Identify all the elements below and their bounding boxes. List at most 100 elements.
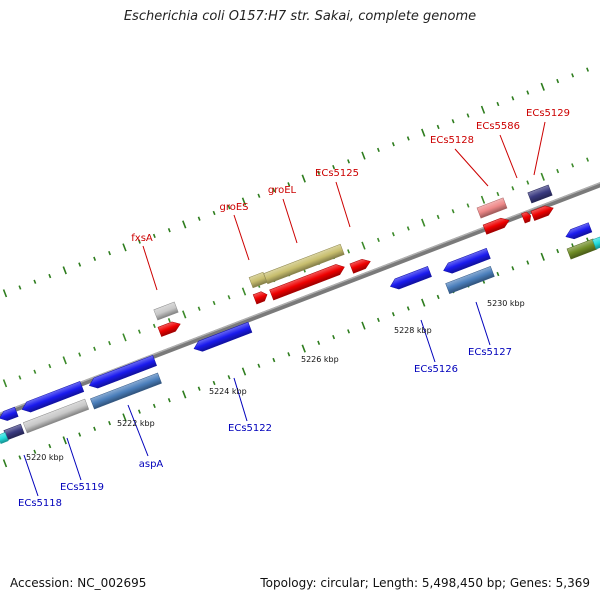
gene-ECs5125-arrow [349,258,371,274]
tick-mark [18,375,22,380]
tick-mark [556,168,560,174]
label-ECs5122: ECs5122 [228,423,272,434]
tick-mark [2,289,8,298]
gene-edge-cyan-box [0,432,9,444]
tick-mark [540,82,545,91]
tick-mark [361,151,366,160]
label-groEL: groEL [268,185,297,196]
tick-mark [347,329,351,334]
tick-mark [167,398,171,403]
tick-mark [257,363,261,368]
tick-mark [93,426,97,431]
tick-mark [227,205,231,210]
tick-mark [347,159,351,164]
tick-mark [556,78,560,84]
gene-edge-right-cyan [592,236,600,250]
gene-ECs5586-arrow [521,211,532,224]
tick-mark [212,380,216,386]
tick-mark [436,214,440,220]
tick-mark [496,191,500,197]
label-ECs5126: ECs5126 [414,364,458,375]
tick-mark [301,174,306,183]
label-ECs5128: ECs5128 [430,135,474,146]
tick-mark [451,119,455,124]
gene-fxsA-box [153,301,179,321]
label-ECs5119-leader-line [66,437,82,481]
tick-label: 5224 kbp [209,387,247,396]
label-groEL-leader-line [282,198,298,244]
label-fxsA: fxsA [131,233,153,244]
tick-label: 5230 kbp [487,299,525,308]
label-ECs5586-leader-line [499,134,518,179]
tick-mark [227,375,231,380]
tick-mark [108,420,112,426]
tick-mark [287,352,291,357]
tick-mark [436,294,440,300]
tick-mark [93,256,97,261]
tick-mark [496,101,500,107]
tick-mark [78,432,82,437]
gene-ECs5127-arrow [443,247,491,274]
label-ECs5119: ECs5119 [60,482,104,493]
tick-mark [496,271,500,277]
accession-text: Accession: NC_002695 [10,576,147,590]
tick-mark [257,193,261,198]
tick-mark [571,73,575,78]
tick-mark [241,367,247,376]
tick-mark [526,90,530,95]
gene-ECs5119-box [22,398,90,434]
label-ECs5128-leader-line [454,148,489,187]
tick-mark [137,239,141,244]
tick-mark [62,356,67,365]
gene-fxsA-arrow [157,321,181,337]
label-ECs5127: ECs5127 [468,347,512,358]
tick-mark [406,306,410,311]
gene-groES-arrow [252,291,268,305]
tick-mark [480,105,486,114]
tick-label: 5226 kbp [301,355,339,364]
tick-mark [182,220,187,229]
tick-mark [33,279,37,284]
tick-mark [436,124,440,130]
tick-mark [451,209,455,214]
gene-ECs5127-box [445,265,495,295]
gene-ECs5129-box [527,184,553,204]
gene-ECs5119-arrow [21,381,85,413]
tick-mark [122,333,127,342]
tick-mark [62,266,67,275]
tick-mark [571,163,575,168]
tick-mark [48,443,52,449]
tick-mark [376,147,380,153]
label-ECs5126-leader-line [420,319,436,363]
tick-mark [18,455,22,460]
tick-mark [197,216,201,221]
tick-mark [361,321,366,330]
gene-ECs5129-arrow [530,205,554,221]
tick-mark [466,113,470,118]
tick-mark [287,182,291,187]
tick-mark [78,352,82,357]
tick-mark [466,203,470,208]
tick-mark [421,128,426,137]
tick-mark [2,459,8,468]
label-groES: groES [219,202,248,213]
tick-mark [391,232,395,237]
tick-mark [227,295,231,300]
label-aspA-leader-line [127,404,149,457]
tick-mark [391,142,395,147]
tick-mark [317,340,321,345]
tick-mark [332,334,336,340]
tick-mark [182,310,187,319]
tick-mark [376,237,380,243]
tick-mark [556,248,560,254]
tick-mark [152,323,156,329]
tick-mark [2,379,8,388]
tick-row-lower [2,237,590,468]
gene-groEL-arrow [269,264,345,301]
tick-row-top [2,67,590,298]
tick-mark [137,409,141,414]
tick-mark [406,226,410,231]
tick-mark [511,266,515,271]
label-fxsA-leader-line [142,245,158,291]
